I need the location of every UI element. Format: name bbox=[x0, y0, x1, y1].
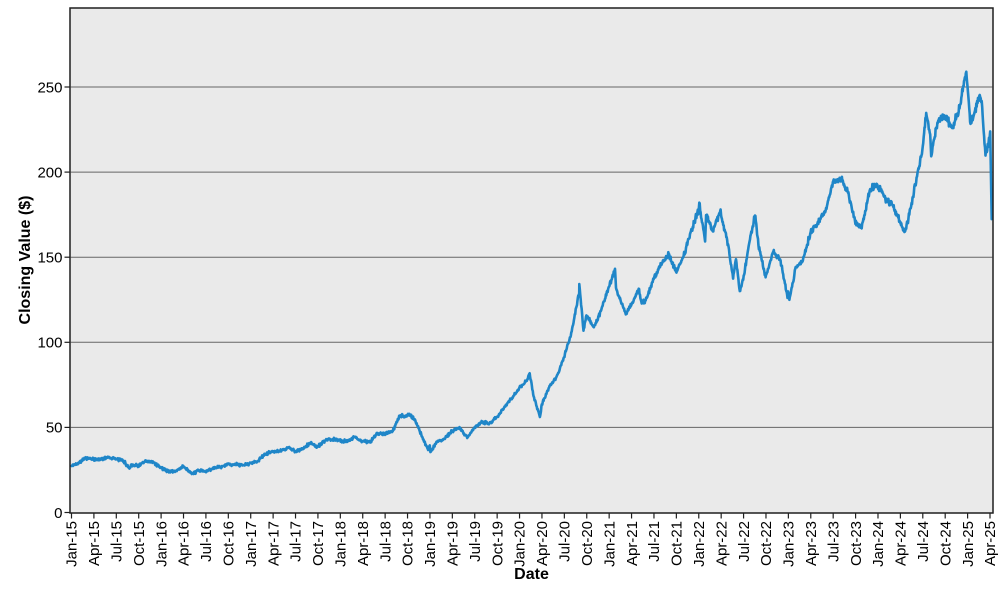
x-tick-label: Jan-20 bbox=[512, 521, 529, 567]
x-tick-label: Oct-18 bbox=[400, 521, 417, 566]
y-tick-label: 250 bbox=[37, 79, 62, 96]
x-tick-label: Oct-24 bbox=[937, 521, 954, 566]
x-tick-label: Apr-21 bbox=[624, 521, 641, 566]
plot-frame bbox=[69, 7, 994, 514]
x-tick-label: Jul-18 bbox=[377, 521, 394, 562]
x-tick-label: Oct-17 bbox=[310, 521, 327, 566]
x-tick-label: Jul-22 bbox=[736, 521, 753, 562]
x-tick-label: Apr-20 bbox=[534, 521, 551, 566]
x-tick-label: Apr-16 bbox=[176, 521, 193, 566]
x-tick-label: Jan-21 bbox=[601, 521, 618, 567]
x-tick-label: Jul-21 bbox=[646, 521, 663, 562]
x-tick-label: Apr-17 bbox=[265, 521, 282, 566]
x-tick-label: Apr-19 bbox=[445, 521, 462, 566]
x-tick-label: Jan-18 bbox=[333, 521, 350, 567]
x-tick-label: Jan-23 bbox=[781, 521, 798, 567]
x-tick-label: Jul-24 bbox=[915, 521, 932, 562]
x-tick-label: Jul-17 bbox=[288, 521, 305, 562]
x-tick-label: Oct-21 bbox=[669, 521, 686, 566]
x-tick-label: Jan-17 bbox=[243, 521, 260, 567]
y-tick-label: 150 bbox=[37, 250, 62, 267]
x-tick-label: Jan-24 bbox=[870, 521, 887, 567]
y-tick-label: 100 bbox=[37, 335, 62, 352]
x-tick-label: Oct-22 bbox=[758, 521, 775, 566]
x-tick-label: Jul-19 bbox=[467, 521, 484, 562]
y-tick-label: 200 bbox=[37, 164, 62, 181]
x-tick-label: Apr-15 bbox=[86, 521, 103, 566]
x-tick-label: Apr-25 bbox=[982, 521, 999, 566]
x-tick-label: Oct-16 bbox=[221, 521, 238, 566]
x-tick-label: Jan-15 bbox=[64, 521, 81, 567]
x-axis-title: Date bbox=[514, 566, 549, 583]
x-tick-label: Oct-15 bbox=[131, 521, 148, 566]
y-tick-label: 0 bbox=[54, 505, 62, 522]
x-tick-label: Apr-18 bbox=[355, 521, 372, 566]
x-tick-label: Oct-20 bbox=[579, 521, 596, 566]
x-tick-label: Jan-19 bbox=[422, 521, 439, 567]
x-tick-label: Apr-24 bbox=[893, 521, 910, 566]
x-tick-label: Oct-19 bbox=[489, 521, 506, 566]
price-line bbox=[70, 70, 993, 476]
x-tick-label: Jul-23 bbox=[825, 521, 842, 562]
x-tick-label: Jul-16 bbox=[198, 521, 215, 562]
x-tick-label: Jan-22 bbox=[691, 521, 708, 567]
y-tick-label: 50 bbox=[46, 420, 63, 437]
plot-area bbox=[70, 8, 993, 513]
x-tick-label: Oct-23 bbox=[848, 521, 865, 566]
y-axis-title: Closing Value ($) bbox=[17, 195, 34, 325]
x-tick-label: Jan-16 bbox=[153, 521, 170, 567]
x-tick-label: Jul-15 bbox=[109, 521, 126, 562]
x-tick-label: Apr-22 bbox=[713, 521, 730, 566]
x-tick-label: Jul-20 bbox=[557, 521, 574, 562]
x-tick-label: Jan-25 bbox=[960, 521, 977, 567]
x-tick-label: Apr-23 bbox=[803, 521, 820, 566]
